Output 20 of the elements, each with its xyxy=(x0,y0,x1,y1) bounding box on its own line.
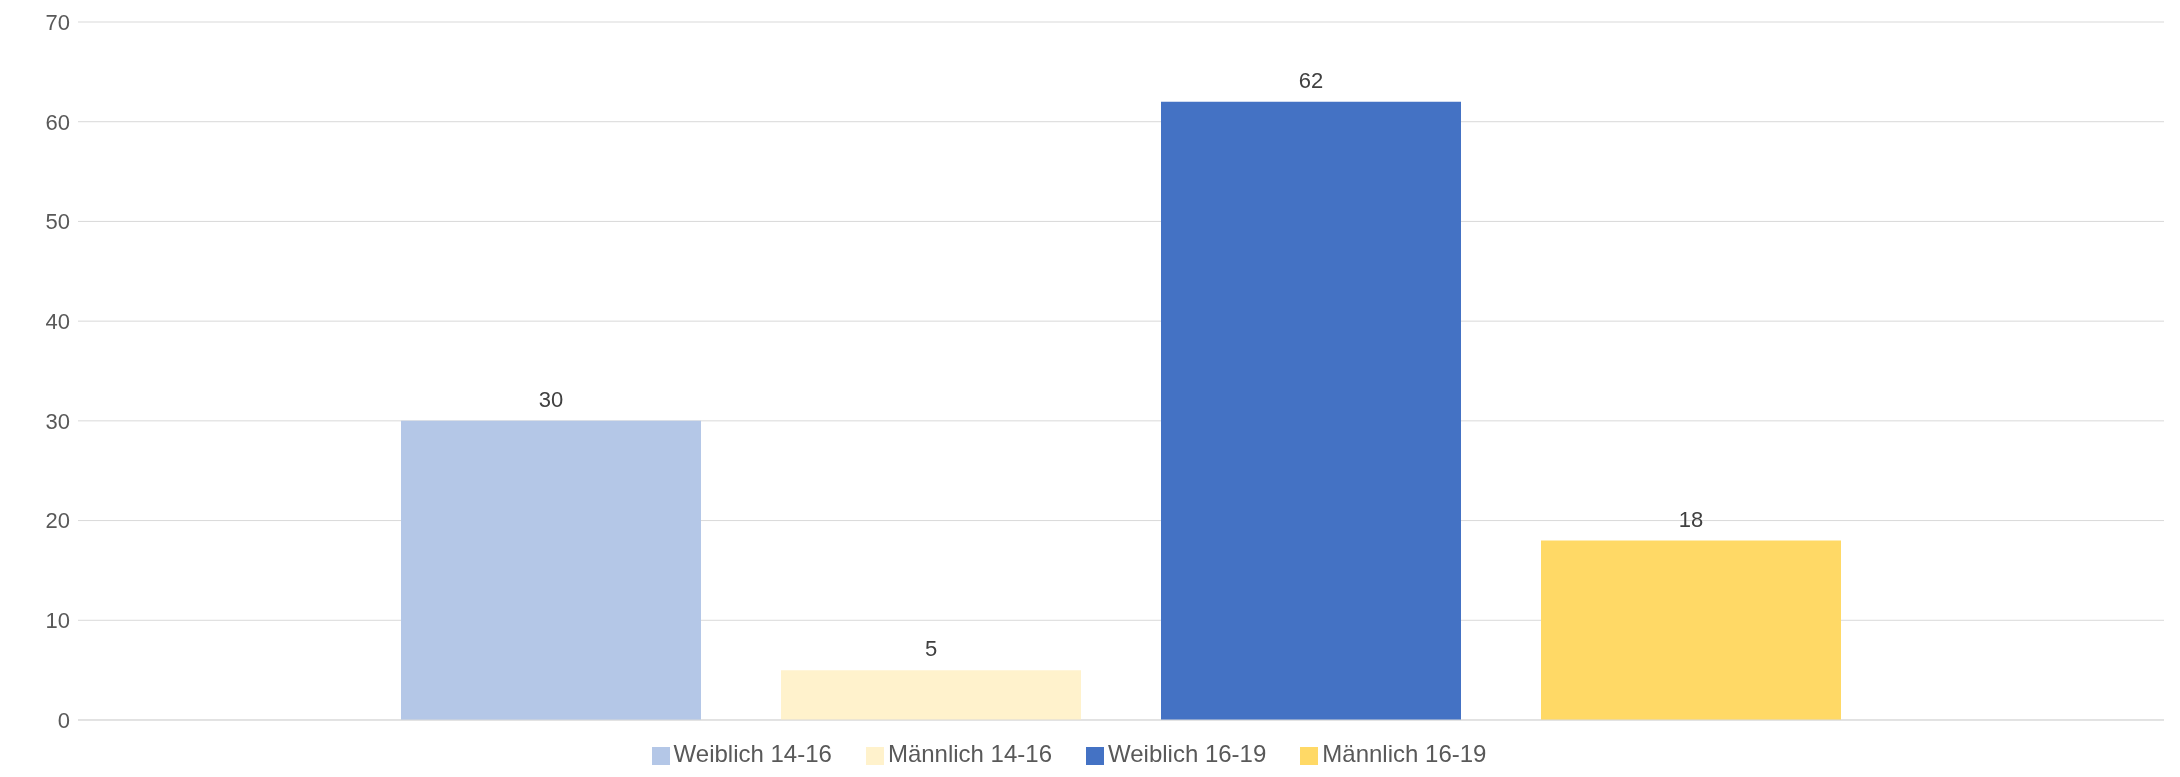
y-tick-label: 20 xyxy=(45,508,70,534)
y-tick-label: 0 xyxy=(57,707,70,733)
data-label: 5 xyxy=(924,636,938,662)
legend-label: Männlich 16-19 xyxy=(1322,740,1487,767)
y-tick-label: 30 xyxy=(45,408,70,434)
y-tick-label: 10 xyxy=(45,608,70,634)
bar xyxy=(1541,540,1841,720)
bar xyxy=(781,670,1081,720)
y-tick-label: 50 xyxy=(45,209,70,235)
legend-label: Weiblich 16-19 xyxy=(1108,740,1267,767)
bar xyxy=(1161,101,1461,720)
legend-label: Männlich 14-16 xyxy=(887,740,1052,767)
data-label: 30 xyxy=(538,386,564,412)
data-label: 18 xyxy=(1678,506,1704,532)
y-tick-label: 60 xyxy=(45,109,70,135)
y-tick-label: 70 xyxy=(45,9,70,35)
data-label: 62 xyxy=(1298,67,1324,93)
y-tick-label: 40 xyxy=(45,308,70,334)
legend-label: Weiblich 14-16 xyxy=(673,740,832,767)
bar xyxy=(401,420,701,720)
